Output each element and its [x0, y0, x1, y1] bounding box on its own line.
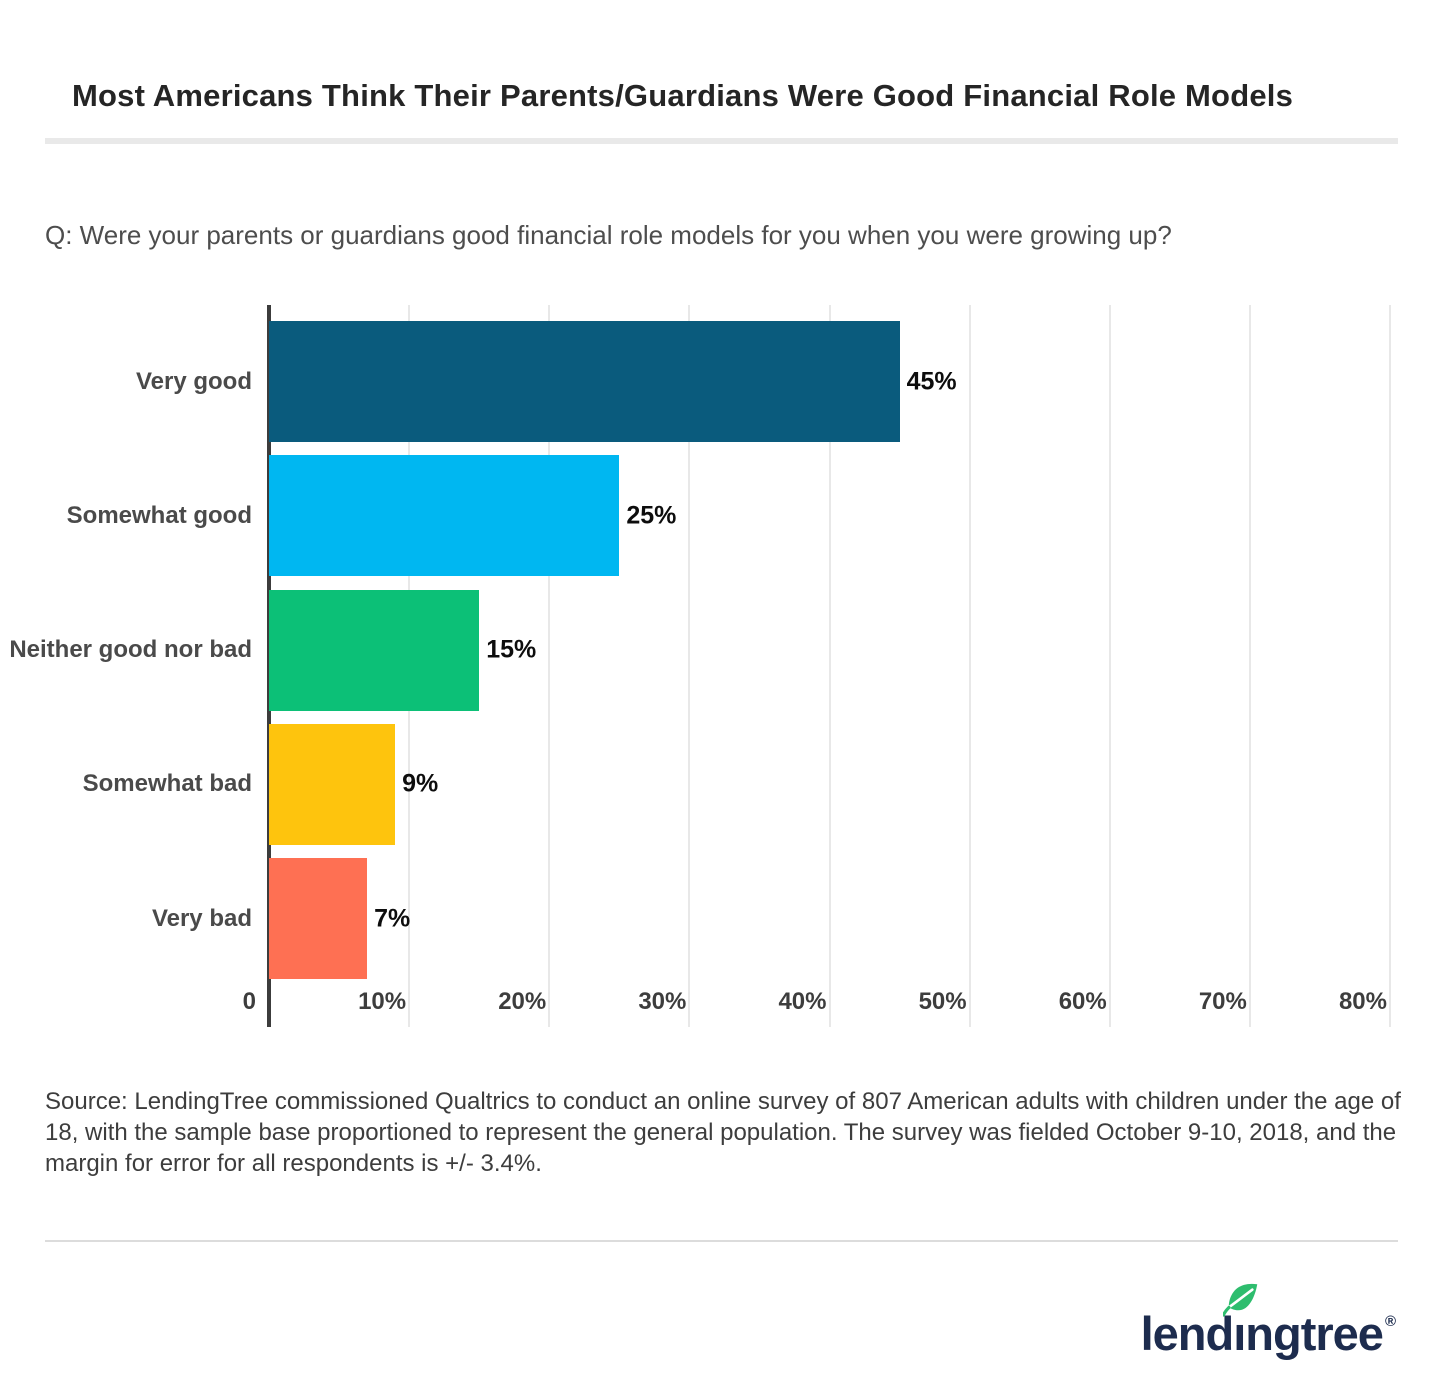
value-label-very-bad: 7%: [374, 904, 411, 932]
survey-question: Q: Were your parents or guardians good f…: [45, 220, 1172, 250]
bar-somewhat-bad: [269, 723, 396, 845]
value-label-somewhat-bad: 9%: [402, 769, 439, 798]
value-label-somewhat-good: 25%: [626, 501, 677, 530]
category-label-somewhat-good: Somewhat good: [66, 501, 252, 529]
source-note: Source: LendingTree commissioned Qualtri…: [45, 1088, 1401, 1177]
x-tick-label-70: 70%: [1198, 988, 1247, 1015]
footer-divider: [45, 1240, 1398, 1242]
bar-chart: Very good Somewhat good Neither good nor b…: [0, 305, 1443, 1027]
title-divider: [45, 138, 1398, 144]
x-axis-ticks: 0 10% 20% 30% 40% 50% 60% 70% 80%: [243, 988, 1390, 1022]
gridline-50%: [968, 305, 971, 1027]
x-tick-label-20: 20%: [498, 988, 547, 1015]
bar-somewhat-good: [269, 455, 620, 577]
category-label-somewhat-bad: Somewhat bad: [82, 770, 252, 798]
logo-text-ngtree: ngtree: [1245, 1307, 1384, 1360]
category-axis: Very good Somewhat good Neither good nor b…: [0, 305, 252, 1027]
value-label-very-good: 45%: [906, 367, 957, 395]
gridline-70%: [1248, 305, 1251, 1027]
category-label-very-bad: Very bad: [151, 904, 252, 932]
x-tick-label-30: 30%: [638, 988, 687, 1015]
gridline-40%: [828, 305, 831, 1027]
x-tick-label-80: 80%: [1338, 988, 1387, 1015]
gridline-60%: [1108, 305, 1111, 1027]
leaf-icon: [1222, 1283, 1257, 1317]
registered-mark: ®: [1384, 1313, 1396, 1330]
bar-neither-good-nor-bad: [269, 589, 480, 711]
gridline-30%: [688, 305, 691, 1027]
x-tick-label-60: 60%: [1058, 988, 1107, 1015]
gridline-80%: [1389, 305, 1391, 1027]
page-title: Most Americans Think Their Parents/Guard…: [72, 78, 1294, 113]
logo-letter-i: ı: [1233, 1307, 1246, 1360]
value-label-neither-good-nor-bad: 15%: [486, 635, 537, 664]
logo-wordmark: lendıngtree ®: [1141, 1282, 1396, 1357]
category-label-very-good: Very good: [135, 367, 252, 395]
x-tick-label-10: 10%: [358, 988, 407, 1015]
lendingtree-logo: lendıngtree ®: [1141, 1282, 1396, 1357]
x-tick-label-40: 40%: [778, 988, 827, 1015]
x-tick-label-50: 50%: [918, 988, 967, 1015]
bar-very-bad: [269, 858, 368, 979]
category-label-neither-good-nor-bad: Neither good nor bad: [9, 636, 252, 663]
logo-text-lend: lend: [1140, 1307, 1235, 1360]
gridline-20%: [548, 305, 551, 1027]
x-tick-label-0: 0: [242, 988, 256, 1015]
plot-area: 45% 25% 15% 9% 7%: [267, 305, 1391, 1027]
bar-very-good: [269, 321, 900, 442]
